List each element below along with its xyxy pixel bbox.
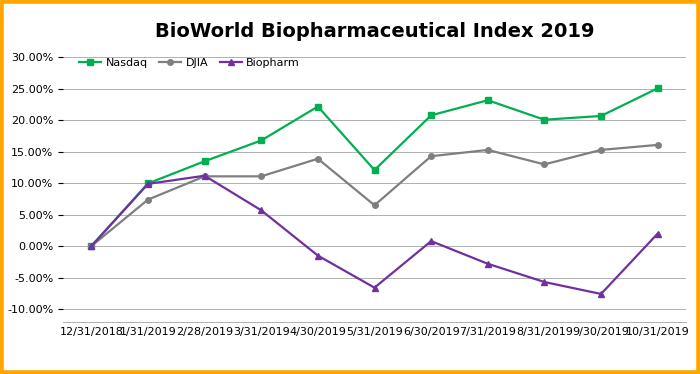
Nasdaq [484,98,492,102]
DJIA [87,244,95,248]
DJIA [427,154,435,159]
Nasdaq [654,86,662,91]
DJIA [200,174,209,179]
Nasdaq [87,244,95,248]
DJIA [540,162,549,167]
DJIA [257,174,265,179]
Biopharm [314,253,322,258]
DJIA [654,142,662,147]
Nasdaq [200,159,209,163]
Biopharm [540,280,549,284]
Biopharm [597,292,606,296]
Biopharm [144,182,152,186]
Nasdaq [540,117,549,122]
Biopharm [427,239,435,243]
Nasdaq [597,114,606,118]
Biopharm [484,261,492,266]
DJIA [597,148,606,152]
Biopharm [87,244,95,248]
Nasdaq [370,168,379,172]
DJIA [370,203,379,208]
DJIA [314,156,322,161]
Title: BioWorld Biopharmaceutical Index 2019: BioWorld Biopharmaceutical Index 2019 [155,22,594,40]
Nasdaq [314,104,322,109]
Nasdaq [257,138,265,143]
Biopharm [257,208,265,212]
Legend: Nasdaq, DJIA, Biopharm: Nasdaq, DJIA, Biopharm [75,53,304,72]
Nasdaq [144,181,152,186]
Line: Biopharm: Biopharm [88,172,662,297]
Biopharm [370,285,379,290]
DJIA [144,197,152,202]
DJIA [484,148,492,152]
Biopharm [200,174,209,178]
Biopharm [654,232,662,236]
Line: Nasdaq: Nasdaq [88,85,662,249]
Nasdaq [427,113,435,117]
Line: DJIA: DJIA [88,142,661,249]
